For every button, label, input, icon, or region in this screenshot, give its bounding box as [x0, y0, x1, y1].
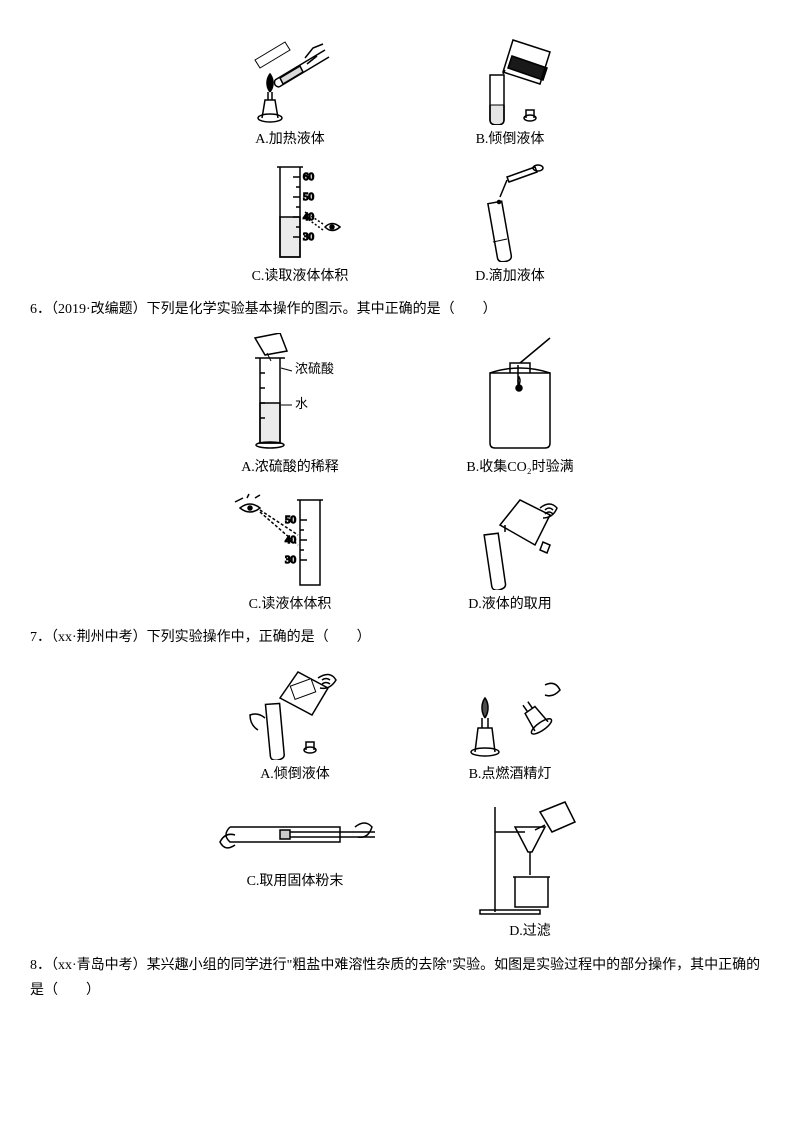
q7-fig-d: D.过滤	[470, 797, 590, 944]
read-cylinder-icon: 60 50 40 30	[245, 162, 355, 262]
co2-full-check-icon	[455, 333, 585, 453]
q5-figures-row2: 60 50 40 30 C.读取液体体积	[30, 162, 770, 289]
light-burner-icon	[450, 660, 570, 760]
liquid-sampling-icon	[445, 490, 575, 590]
heating-liquid-icon	[235, 30, 345, 125]
q5-fig-d: D.滴加液体	[465, 162, 555, 289]
svg-text:30: 30	[303, 231, 315, 243]
q5-caption-d: D.滴加液体	[475, 264, 545, 289]
q7-fig-b: B.点燃酒精灯	[450, 660, 570, 787]
q7-caption-d: D.过滤	[509, 919, 551, 944]
q6-caption-d: D.液体的取用	[468, 592, 552, 617]
q7-number: 7．	[30, 630, 51, 645]
svg-text:浓硫酸: 浓硫酸	[295, 361, 334, 376]
q6-fig-d: D.液体的取用	[445, 490, 575, 617]
q8-number: 8．	[30, 958, 51, 973]
q5-fig-b: B.倾倒液体	[455, 30, 565, 152]
svg-text:50: 50	[303, 191, 315, 203]
svg-text:50: 50	[285, 514, 297, 526]
dropper-icon	[465, 162, 555, 262]
q7-fig-a: A.倾倒液体	[230, 660, 360, 787]
q7-fig-c: C.取用固体粉末	[210, 797, 380, 944]
question-7: 7．（xx·荆州中考）下列实验操作中，正确的是（ ）	[30, 625, 770, 650]
q6-caption-c: C.读液体体积	[249, 592, 332, 617]
pour-liquid-2-icon	[230, 660, 360, 760]
q7-figures-row1: A.倾倒液体 B.点燃酒精灯	[30, 660, 770, 787]
dilute-acid-icon: 浓硫酸 水	[215, 333, 365, 453]
question-8: 8．（xx·青岛中考）某兴趣小组的同学进行"粗盐中难溶性杂质的去除"实验。如图是…	[30, 953, 770, 1003]
q6-caption-a: A.浓硫酸的稀释	[241, 455, 339, 480]
q7-figures-row2: C.取用固体粉末 D.过滤	[30, 797, 770, 944]
q6-fig-b: B.收集CO₂时验满	[455, 333, 585, 480]
read-volume-icon: 50 40 30	[225, 490, 355, 590]
q7-caption-c: C.取用固体粉末	[247, 869, 344, 894]
q6-fig-a: 浓硫酸 水 A.浓硫酸的稀释	[215, 333, 365, 480]
question-6: 6．（2019·改编题）下列是化学实验基本操作的图示。其中正确的是（ ）	[30, 297, 770, 322]
q6-figures-row1: 浓硫酸 水 A.浓硫酸的稀释 B.收集CO₂时验满	[30, 333, 770, 480]
q7-caption-a: A.倾倒液体	[260, 762, 330, 787]
q8-text: （xx·青岛中考）某兴趣小组的同学进行"粗盐中难溶性杂质的去除"实验。如图是实验…	[30, 958, 760, 998]
q5-fig-c: 60 50 40 30 C.读取液体体积	[245, 162, 355, 289]
q5-figures-row1: A.加热液体 B.倾倒液体	[30, 30, 770, 152]
q6-fig-c: 50 40 30 C.读液体体积	[225, 490, 355, 617]
q6-number: 6．	[30, 302, 51, 317]
q5-caption-a: A.加热液体	[255, 127, 325, 152]
q5-fig-a: A.加热液体	[235, 30, 345, 152]
q6-caption-b: B.收集CO₂时验满	[466, 455, 573, 480]
q7-caption-b: B.点燃酒精灯	[469, 762, 552, 787]
svg-text:水: 水	[295, 396, 308, 411]
svg-text:60: 60	[303, 171, 315, 183]
q5-caption-b: B.倾倒液体	[476, 127, 545, 152]
q6-figures-row2: 50 40 30 C.读液体体积	[30, 490, 770, 617]
q5-caption-c: C.读取液体体积	[252, 264, 349, 289]
solid-powder-icon	[210, 797, 380, 867]
q6-text: （2019·改编题）下列是化学实验基本操作的图示。其中正确的是（ ）	[51, 302, 497, 317]
svg-text:30: 30	[285, 554, 297, 566]
q7-text: （xx·荆州中考）下列实验操作中，正确的是（ ）	[51, 630, 371, 645]
pour-liquid-icon	[455, 30, 565, 125]
filtration-icon	[470, 797, 590, 917]
